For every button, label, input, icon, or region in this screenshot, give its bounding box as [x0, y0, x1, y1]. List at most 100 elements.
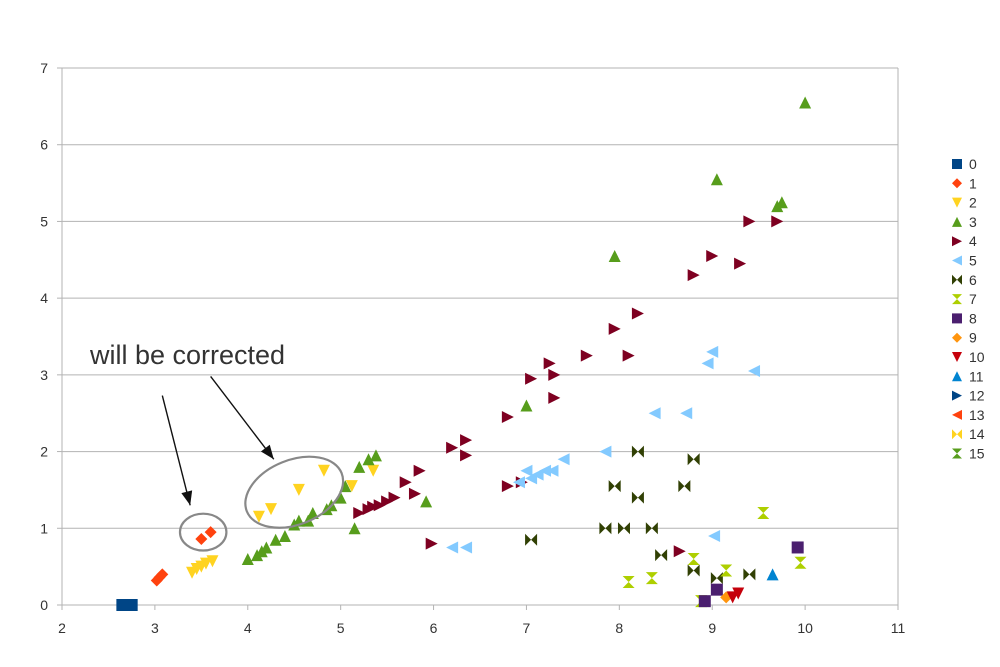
point-series-5 [539, 464, 552, 477]
point-series-4 [771, 215, 784, 228]
legend-marker-2 [952, 197, 962, 208]
point-series-4 [501, 480, 514, 493]
point-series-4 [687, 269, 700, 282]
legend-marker-10 [952, 352, 962, 362]
legend-label: 15 [969, 446, 985, 462]
point-series-3 [710, 173, 723, 186]
annotation-ellipse [178, 512, 228, 552]
y-tick-label: 3 [40, 367, 48, 383]
point-series-2 [367, 464, 380, 477]
annotation-ellipse [244, 455, 345, 529]
point-series-1 [195, 533, 208, 546]
x-tick-label: 5 [337, 620, 345, 636]
legend-marker-5 [952, 255, 962, 266]
point-series-4 [608, 322, 621, 335]
point-series-5 [701, 357, 714, 370]
point-series-6 [617, 522, 630, 535]
point-series-3 [369, 449, 382, 462]
x-tick-label: 3 [151, 620, 159, 636]
point-series-7 [757, 506, 770, 519]
y-tick-label: 1 [40, 520, 48, 536]
point-series-3 [775, 196, 788, 209]
point-series-4 [367, 500, 380, 513]
legend-marker-0 [952, 159, 962, 169]
point-series-7 [794, 556, 807, 569]
point-series-5 [599, 445, 612, 458]
point-series-5 [531, 468, 544, 481]
legend-label: 5 [969, 253, 977, 269]
point-series-6 [645, 522, 658, 535]
tick-labels: 0 1 2 3 4 5 6 7 2 3 4 5 6 7 8 9 10 11 [40, 60, 905, 636]
point-series-1 [204, 526, 217, 539]
point-series-6 [687, 453, 700, 466]
legend-label: 10 [969, 349, 985, 365]
point-series-3 [348, 522, 361, 535]
legend-marker-1 [952, 178, 962, 189]
axes [57, 67, 899, 610]
point-series-6 [743, 568, 756, 581]
legend-marker-7 [952, 294, 962, 305]
point-series-5 [446, 541, 459, 554]
point-series-6 [710, 572, 723, 585]
y-tick-label: 2 [40, 444, 48, 460]
point-series-11 [766, 568, 779, 581]
point-series-4 [446, 441, 459, 454]
point-series-5 [513, 476, 526, 489]
point-series-6 [525, 533, 538, 546]
point-series-6 [631, 491, 644, 504]
legend-label: 3 [969, 214, 977, 230]
annotation-arrow-head [181, 490, 193, 506]
point-series-8 [710, 583, 723, 596]
x-tick-label: 8 [615, 620, 623, 636]
point-series-5 [648, 407, 661, 420]
annotation: will be corrected [89, 340, 345, 552]
point-series-8 [698, 595, 711, 608]
point-series-4 [501, 411, 514, 424]
legend-marker-8 [952, 313, 962, 324]
point-series-3 [269, 533, 282, 546]
point-series-2 [265, 503, 277, 516]
legend-label: 6 [969, 272, 977, 288]
point-series-6 [599, 522, 612, 535]
legend-marker-4 [952, 236, 962, 247]
legend-marker-14 [952, 429, 962, 440]
legend-label: 0 [969, 156, 977, 172]
point-series-4 [460, 449, 473, 462]
point-series-2 [199, 557, 212, 570]
point-series-4 [706, 249, 719, 262]
x-tick-label: 9 [708, 620, 716, 636]
point-series-5 [748, 365, 761, 378]
y-tick-label: 7 [40, 60, 48, 76]
point-series-2 [206, 555, 219, 568]
y-tick-label: 0 [40, 597, 48, 613]
point-series-5 [460, 541, 473, 554]
point-series-4 [673, 545, 686, 558]
legend-marker-6 [952, 274, 962, 285]
annotation-text: will be corrected [89, 340, 285, 370]
point-series-4 [353, 506, 366, 519]
point-series-3 [241, 552, 254, 565]
point-series-4 [408, 487, 421, 500]
point-series-5 [706, 345, 719, 358]
point-series-4 [388, 491, 401, 504]
legend-label: 14 [969, 426, 985, 442]
point-series-6 [608, 480, 621, 493]
point-series-7 [622, 575, 635, 588]
point-series-5 [680, 407, 693, 420]
point-series-4 [548, 391, 561, 404]
point-series-4 [413, 464, 426, 477]
point-series-7 [645, 572, 658, 585]
legend-label: 1 [969, 175, 977, 191]
point-series-3 [362, 453, 375, 466]
x-tick-label: 10 [797, 620, 813, 636]
point-series-6 [687, 564, 700, 577]
point-series-3 [608, 249, 621, 262]
point-series-3 [520, 399, 533, 412]
legend-marker-13 [952, 409, 962, 420]
point-series-5 [520, 464, 533, 477]
x-tick-label: 4 [244, 620, 252, 636]
legend-marker-9 [952, 332, 962, 343]
legend-label: 4 [969, 233, 977, 249]
